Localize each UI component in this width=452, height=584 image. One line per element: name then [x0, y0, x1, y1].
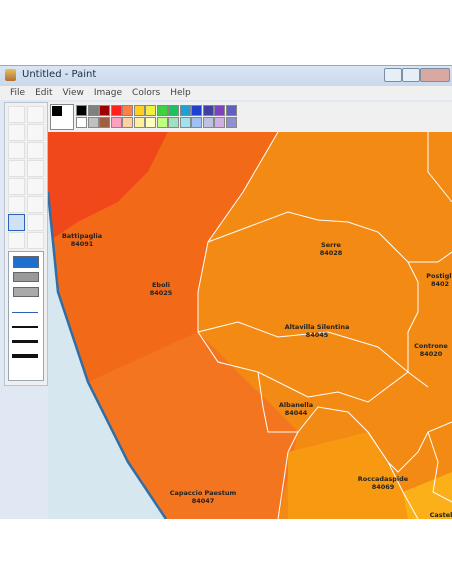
palette-swatch[interactable]	[133, 117, 145, 128]
borders	[197, 131, 452, 519]
app-icon	[5, 69, 16, 81]
tool-button[interactable]	[8, 124, 25, 141]
line-width[interactable]	[12, 312, 38, 313]
minimize-button[interactable]	[384, 68, 402, 82]
place-name: Postigli	[426, 272, 452, 280]
place-name: Controne	[414, 342, 448, 350]
place-code: 84045	[306, 331, 329, 339]
palette-swatch[interactable]	[122, 117, 133, 128]
menu-item[interactable]: Edit	[35, 88, 53, 98]
toolbox	[4, 102, 48, 386]
palette-swatch[interactable]	[225, 105, 237, 116]
line-width[interactable]	[12, 326, 38, 328]
coastline	[46, 191, 168, 519]
palette-swatch[interactable]	[99, 117, 110, 128]
palette-swatch[interactable]	[133, 105, 145, 116]
palette-swatch[interactable]	[202, 117, 214, 128]
place-code: 84025	[150, 289, 173, 297]
tool-button[interactable]	[8, 196, 25, 213]
line-width[interactable]	[12, 354, 38, 358]
region	[403, 472, 452, 519]
tool-button[interactable]	[27, 106, 44, 123]
palette-swatch[interactable]	[191, 105, 202, 116]
tool-button[interactable]	[27, 214, 44, 231]
foreground-color	[52, 106, 62, 116]
place-name: Capaccio Paestum	[170, 489, 237, 497]
palette-swatch[interactable]	[76, 105, 87, 116]
place-code: 8402	[431, 280, 449, 288]
fill-style[interactable]	[13, 256, 39, 268]
sea	[48, 192, 166, 519]
palette-swatch[interactable]	[122, 105, 133, 116]
palette-swatch[interactable]	[76, 117, 87, 128]
tool-options	[8, 251, 44, 381]
tool-button[interactable]	[8, 106, 25, 123]
region	[88, 332, 298, 519]
canvas-area: Battipaglia 84091 Eboli 84025 Serre 84028 Post…	[46, 131, 452, 519]
palette-swatch[interactable]	[191, 117, 202, 128]
palette-swatch[interactable]	[225, 117, 237, 128]
palette-swatch[interactable]	[156, 105, 168, 116]
palette-swatch[interactable]	[110, 117, 122, 128]
place-name: Altavilla Silentina	[285, 323, 350, 331]
title-bar: Untitled - Paint	[0, 66, 452, 86]
palette-swatch[interactable]	[214, 117, 225, 128]
menu-item[interactable]: View	[62, 88, 84, 98]
menu-item[interactable]: Help	[170, 88, 191, 98]
palette-swatch[interactable]	[145, 105, 156, 116]
place-name: Serre	[321, 241, 342, 249]
menu-bar: File Edit View Image Colors Help	[0, 86, 452, 100]
tool-button[interactable]	[27, 160, 44, 177]
maximize-button[interactable]	[402, 68, 420, 82]
tool-button[interactable]	[27, 124, 44, 141]
tool-button[interactable]	[8, 142, 25, 159]
place-code: 84069	[372, 483, 395, 491]
region	[48, 132, 168, 242]
window-title: Untitled - Paint	[22, 69, 97, 80]
place-name: Battipaglia	[62, 232, 102, 240]
close-button[interactable]	[420, 68, 450, 82]
palette-swatch[interactable]	[145, 117, 156, 128]
palette-swatch[interactable]	[168, 105, 179, 116]
tool-button[interactable]	[8, 214, 25, 231]
color-palette	[48, 102, 452, 132]
menu-item[interactable]: File	[10, 88, 26, 98]
palette-swatch[interactable]	[214, 105, 225, 116]
palette-swatch[interactable]	[110, 105, 122, 116]
menu-item[interactable]: Colors	[132, 88, 161, 98]
place-code: 84044	[285, 409, 308, 417]
fill-style[interactable]	[13, 287, 39, 297]
palette-swatch[interactable]	[168, 117, 179, 128]
place-name: Albanella	[279, 401, 313, 409]
tool-button[interactable]	[27, 178, 44, 195]
place-name: Castel	[430, 511, 452, 519]
region	[288, 432, 418, 519]
place-code: 84091	[71, 240, 94, 248]
fill-style[interactable]	[13, 272, 39, 282]
palette-swatch[interactable]	[202, 105, 214, 116]
line-width[interactable]	[12, 340, 38, 343]
tool-button[interactable]	[8, 178, 25, 195]
palette-swatch[interactable]	[87, 117, 99, 128]
place-code: 84028	[320, 249, 343, 257]
palette-swatch[interactable]	[156, 117, 168, 128]
palette-swatch[interactable]	[87, 105, 99, 116]
tool-button[interactable]	[8, 160, 25, 177]
tool-button[interactable]	[27, 196, 44, 213]
place-name: Eboli	[152, 281, 170, 289]
tool-button[interactable]	[27, 142, 44, 159]
place-code: 84047	[192, 497, 215, 505]
palette-swatch[interactable]	[99, 105, 110, 116]
paint-window: Untitled - Paint File Edit View Image Colors…	[0, 65, 452, 519]
place-name: Roccadaspide	[358, 475, 409, 483]
tool-button[interactable]	[8, 232, 25, 249]
palette-swatch[interactable]	[179, 105, 191, 116]
place-code: 84020	[420, 350, 443, 358]
palette-swatch[interactable]	[179, 117, 191, 128]
tool-button[interactable]	[27, 232, 44, 249]
menu-item[interactable]: Image	[93, 88, 123, 98]
